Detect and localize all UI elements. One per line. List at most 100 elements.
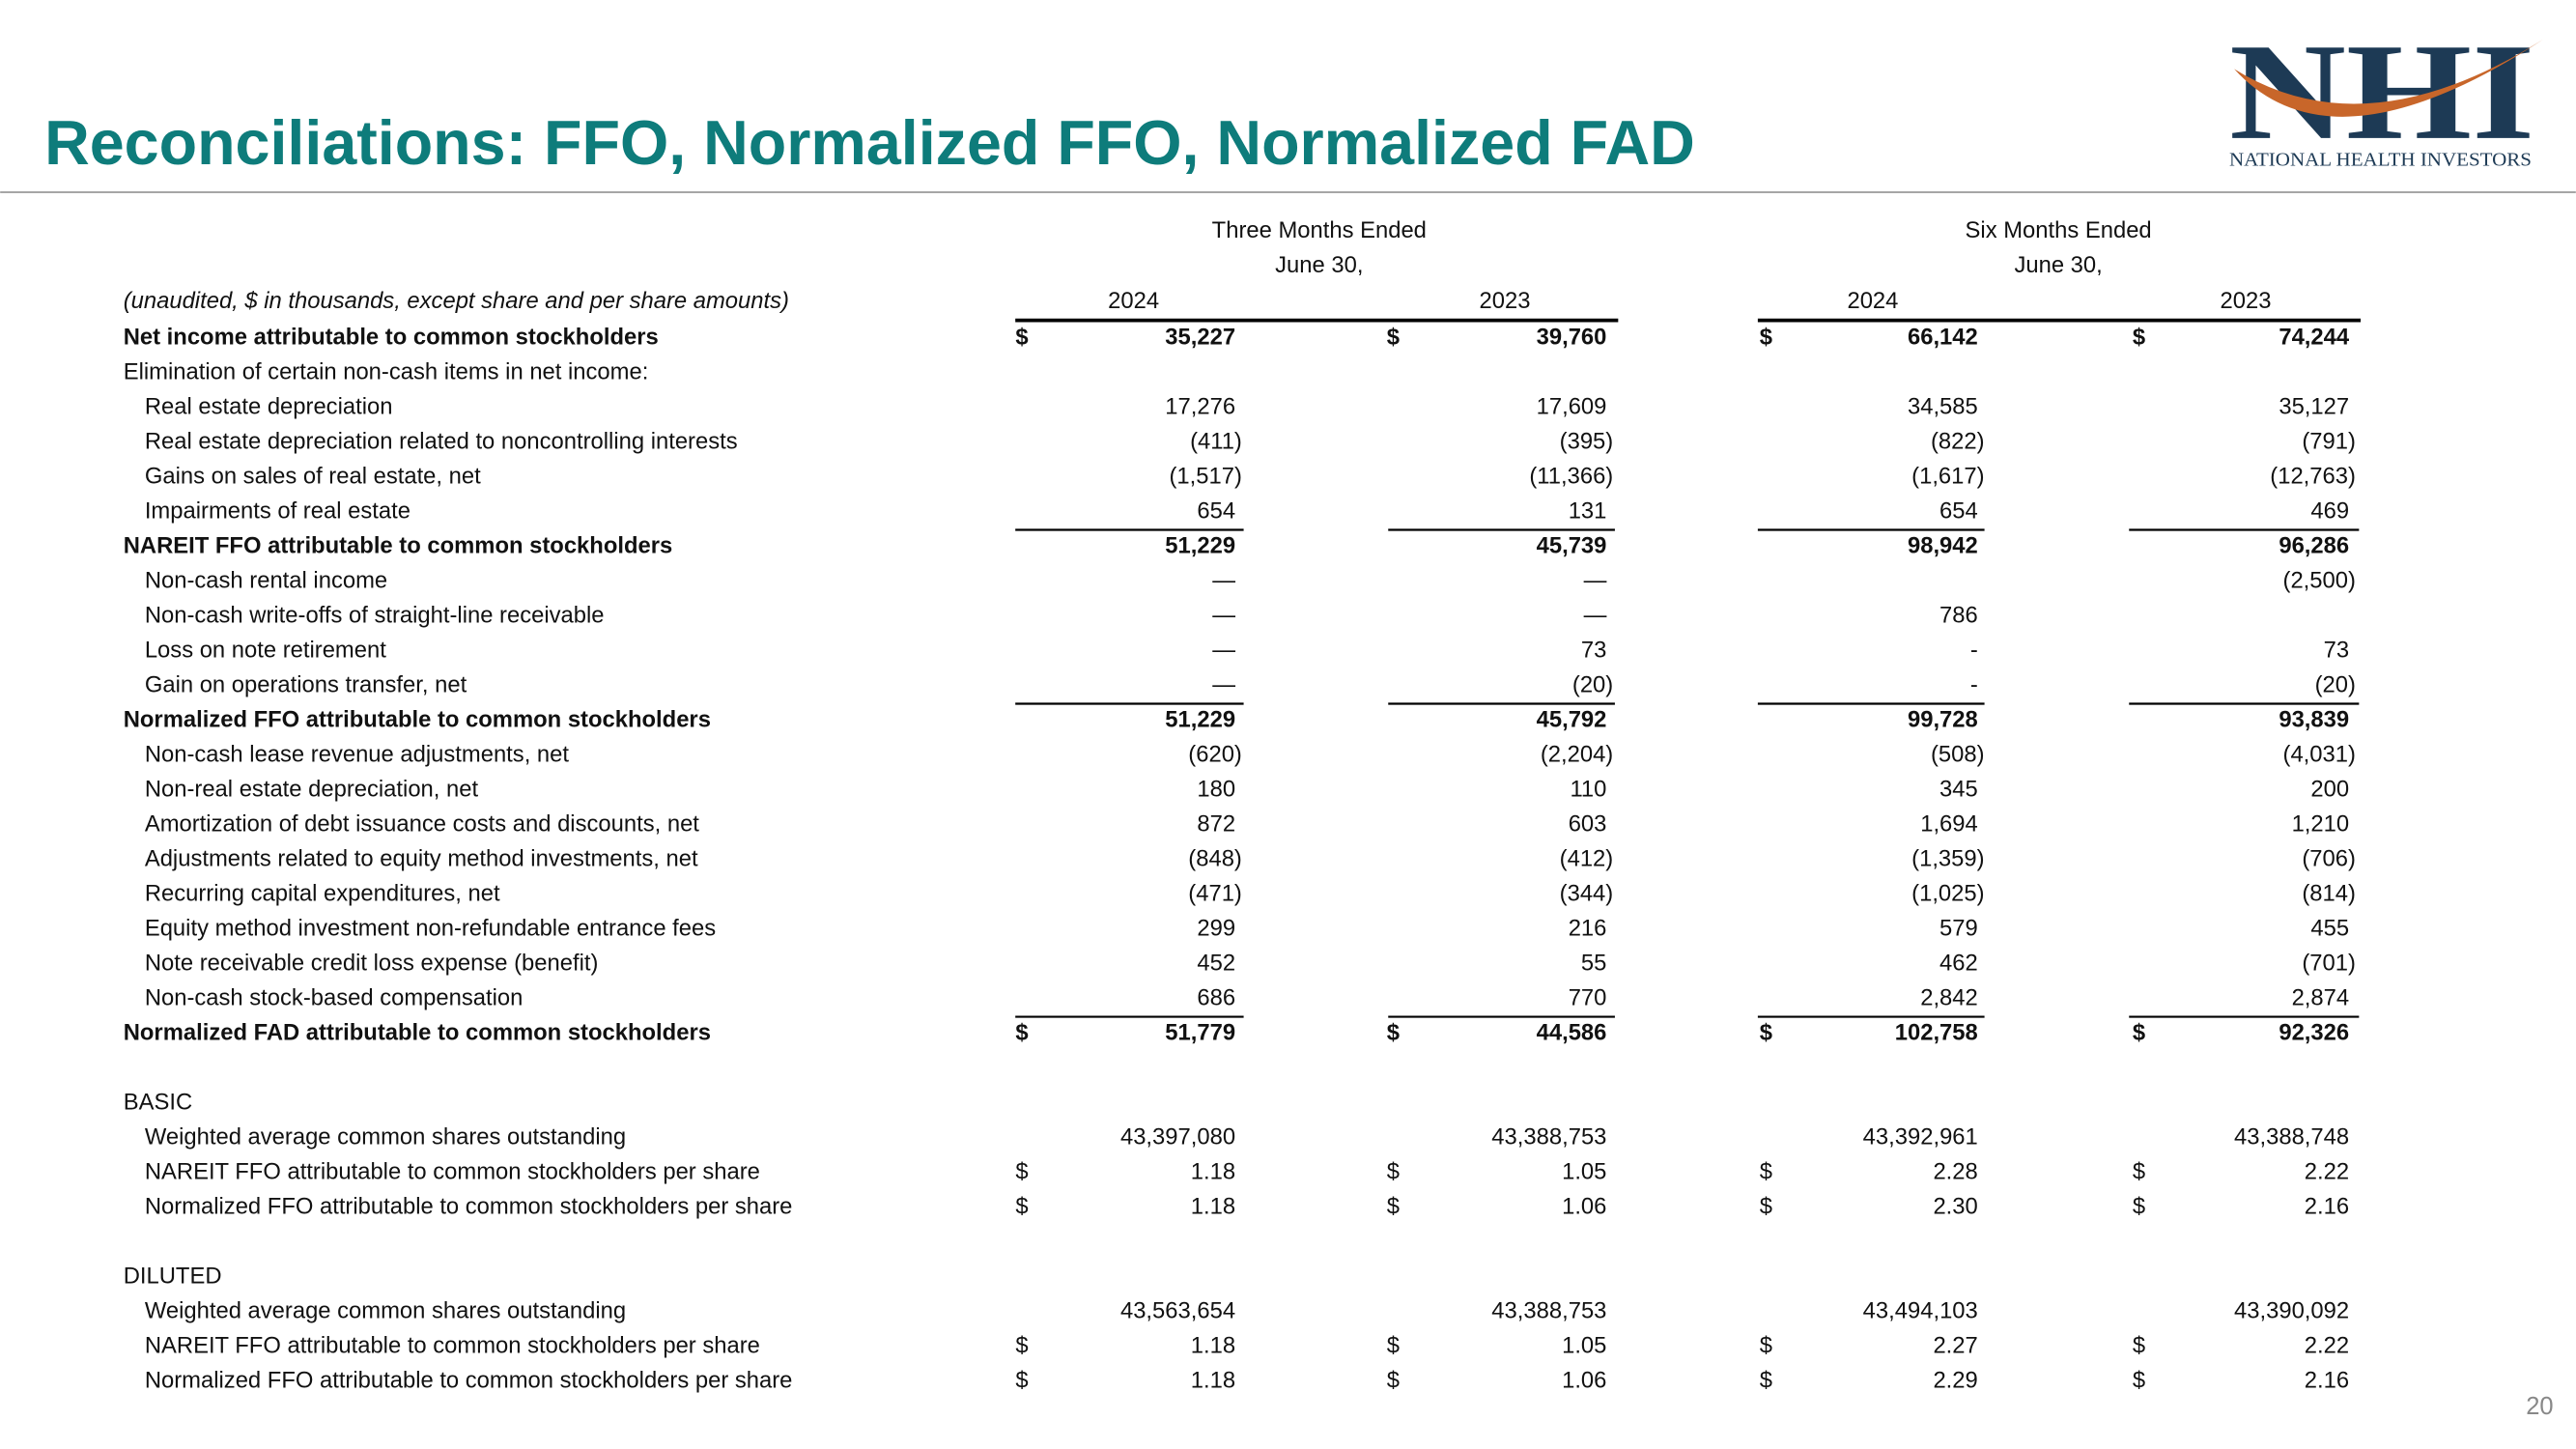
- cell-value: 43,392,961: [1863, 1124, 1978, 1151]
- cell-value: 2.22: [2305, 1333, 2349, 1359]
- cell-value: 2.22: [2305, 1159, 2349, 1185]
- cell-value: (2,500): [2283, 568, 2356, 594]
- cell-value: (1,517): [1169, 464, 1241, 490]
- row-label: Gain on operations transfer, net: [145, 672, 467, 698]
- cell-value: 1,694: [1920, 811, 1978, 838]
- currency-symbol: $: [1387, 1194, 1400, 1220]
- cell-value: 43,388,748: [2234, 1124, 2349, 1151]
- currency-symbol: $: [1015, 1368, 1028, 1394]
- row-label: Net income attributable to common stockh…: [124, 325, 659, 351]
- currency-symbol: $: [1015, 1194, 1028, 1220]
- cell-value: 74,244: [2279, 325, 2350, 351]
- year-header: 2024: [1847, 288, 1898, 314]
- cell-value: —: [1212, 638, 1235, 664]
- cell-value: 2.16: [2305, 1368, 2349, 1394]
- row-label: Real estate depreciation: [145, 394, 393, 420]
- cell-value: 1.05: [1562, 1159, 1606, 1185]
- currency-symbol: $: [1015, 1159, 1028, 1185]
- cell-value: -: [1970, 672, 1978, 698]
- cell-value: 462: [1939, 951, 1978, 977]
- row-label: Non-cash stock-based compensation: [145, 985, 524, 1011]
- row-label: Note receivable credit loss expense (ben…: [145, 951, 599, 977]
- cell-value: 45,792: [1537, 707, 1607, 733]
- cell-value: (620): [1188, 742, 1242, 768]
- row-label: Normalized FFO attributable to common st…: [145, 1368, 793, 1394]
- currency-symbol: $: [2133, 1333, 2145, 1359]
- cell-value: (701): [2302, 951, 2356, 977]
- cell-value: 92,326: [2279, 1020, 2349, 1046]
- cell-value: 216: [1569, 916, 1607, 942]
- currency-symbol: $: [1760, 1333, 1772, 1359]
- cell-value: (848): [1188, 846, 1242, 872]
- cell-value: 66,142: [1908, 325, 1978, 351]
- cell-value: 43,494,103: [1863, 1298, 1978, 1324]
- row-label: Normalized FAD attributable to common st…: [124, 1020, 711, 1046]
- cell-value: 603: [1569, 811, 1607, 838]
- cell-value: 17,276: [1165, 394, 1235, 420]
- cell-value: 1.06: [1562, 1368, 1606, 1394]
- cell-value: 93,839: [2279, 707, 2349, 733]
- currency-symbol: $: [1760, 325, 1772, 351]
- year-header: 2024: [1108, 288, 1159, 314]
- cell-value: 686: [1197, 985, 1235, 1011]
- cell-value: 2.29: [1933, 1368, 1977, 1394]
- currency-symbol: $: [1387, 1020, 1400, 1046]
- cell-value: 55: [1581, 951, 1606, 977]
- cell-value: 1.18: [1191, 1333, 1235, 1359]
- cell-value: 299: [1197, 916, 1235, 942]
- currency-symbol: $: [1387, 1368, 1400, 1394]
- currency-symbol: $: [1015, 1333, 1028, 1359]
- cell-value: 2.27: [1933, 1333, 1977, 1359]
- cell-value: 131: [1569, 498, 1607, 525]
- cell-value: (508): [1931, 742, 1985, 768]
- row-label: Loss on note retirement: [145, 638, 386, 664]
- cell-value: 51,229: [1165, 707, 1235, 733]
- row-label: Non-cash rental income: [145, 568, 387, 594]
- row-label: Non-cash write-offs of straight-line rec…: [145, 603, 605, 629]
- cell-value: (1,025): [1911, 881, 1984, 907]
- cell-value: (1,617): [1911, 464, 1984, 490]
- currency-symbol: $: [1015, 1020, 1028, 1046]
- row-label: Non-cash lease revenue adjustments, net: [145, 742, 570, 768]
- cell-value: 99,728: [1908, 707, 1978, 733]
- row-label: Normalized FFO attributable to common st…: [145, 1194, 793, 1220]
- cell-value: (822): [1931, 429, 1985, 455]
- cell-value: 654: [1939, 498, 1978, 525]
- row-label: BASIC: [124, 1090, 192, 1116]
- cell-value: 43,563,654: [1120, 1298, 1235, 1324]
- row-label: Elimination of certain non-cash items in…: [124, 359, 649, 385]
- cell-value: 1.06: [1562, 1194, 1606, 1220]
- cell-value: 579: [1939, 916, 1978, 942]
- cell-value: 452: [1197, 951, 1235, 977]
- row-label: Equity method investment non-refundable …: [145, 916, 716, 942]
- group-label: Six Months Ended: [1966, 217, 2152, 243]
- row-label: Amortization of debt issuance costs and …: [145, 811, 699, 838]
- group-label: Three Months Ended: [1212, 217, 1427, 243]
- cell-value: (791): [2302, 429, 2356, 455]
- cell-value: (12,763): [2270, 464, 2356, 490]
- cell-value: 51,229: [1165, 533, 1235, 559]
- currency-symbol: $: [1387, 325, 1400, 351]
- cell-value: 102,758: [1895, 1020, 1978, 1046]
- cell-value: (11,366): [1529, 464, 1613, 490]
- cell-value: -: [1970, 638, 1978, 664]
- cell-value: 2.28: [1933, 1159, 1977, 1185]
- row-label: NAREIT FFO attributable to common stockh…: [124, 533, 673, 559]
- logo-name: NATIONAL HEALTH INVESTORS: [2229, 149, 2532, 170]
- cell-value: 34,585: [1908, 394, 1978, 420]
- currency-symbol: $: [1387, 1333, 1400, 1359]
- cell-value: (2,204): [1541, 742, 1613, 768]
- cell-value: (4,031): [2283, 742, 2356, 768]
- cell-value: —: [1584, 603, 1607, 629]
- currency-symbol: $: [1760, 1020, 1772, 1046]
- row-label: Non-real estate depreciation, net: [145, 777, 479, 803]
- cell-value: (411): [1190, 429, 1242, 455]
- cell-value: 200: [2310, 777, 2349, 803]
- row-label: Gains on sales of real estate, net: [145, 464, 481, 490]
- cell-value: 98,942: [1908, 533, 1978, 559]
- cell-value: 43,388,753: [1491, 1298, 1606, 1324]
- cell-value: —: [1212, 603, 1235, 629]
- cell-value: 770: [1569, 985, 1607, 1011]
- cell-value: 51,779: [1165, 1020, 1235, 1046]
